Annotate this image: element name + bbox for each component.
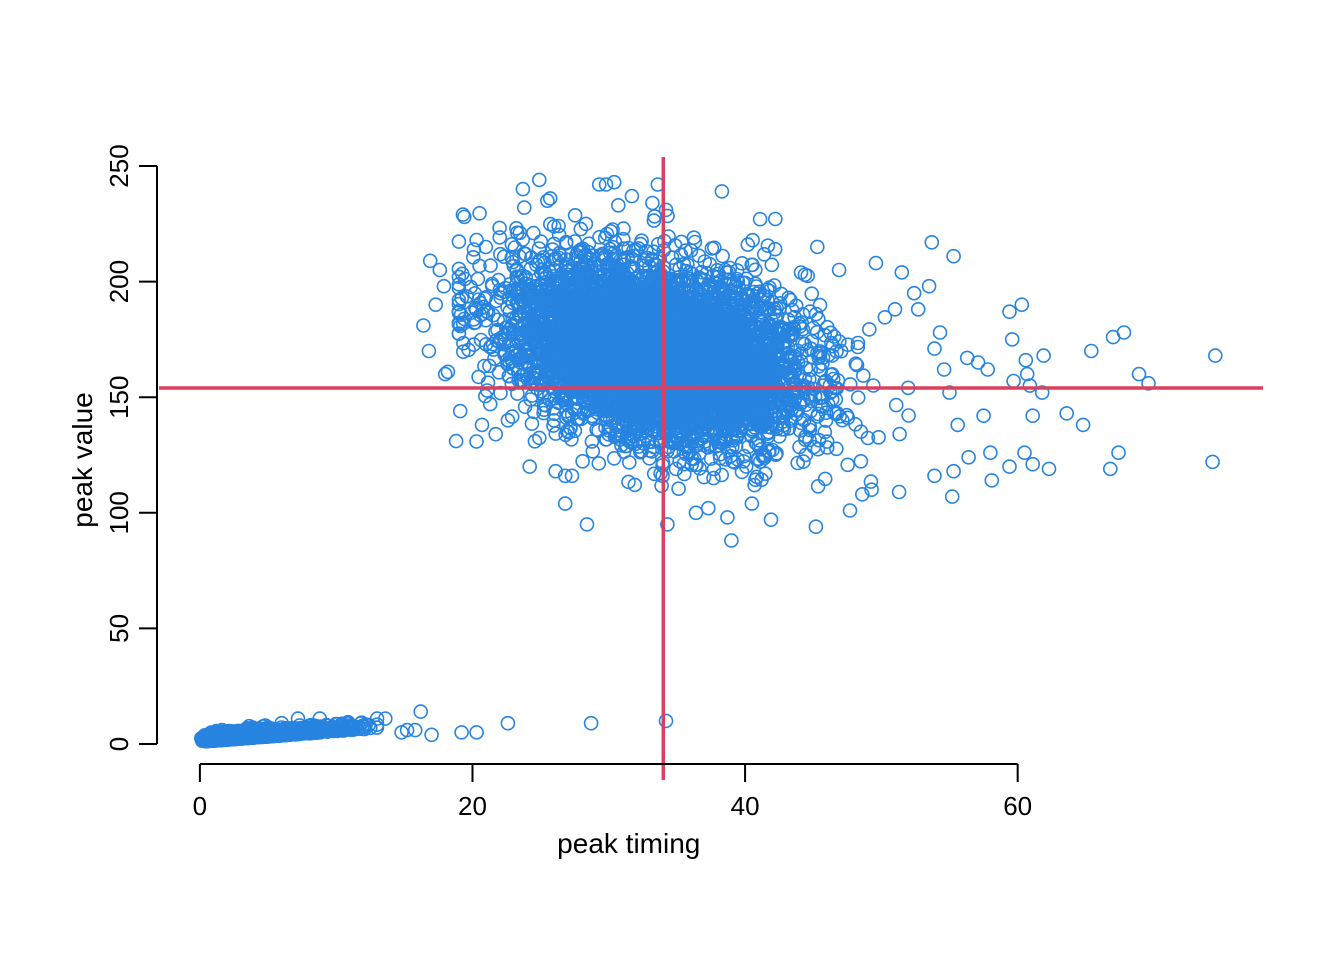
data-point: [531, 430, 547, 446]
data-point: [621, 474, 636, 490]
data-point: [877, 309, 893, 325]
data-point: [892, 426, 907, 442]
data-point: [668, 461, 684, 477]
data-point: [492, 220, 507, 236]
data-point: [573, 221, 589, 237]
data-point: [863, 474, 879, 489]
data-point: [751, 432, 767, 448]
data-point: [865, 378, 881, 393]
data-point: [767, 211, 783, 227]
data-point: [850, 390, 866, 405]
data-point: [470, 271, 486, 287]
data-point: [853, 453, 869, 469]
data-point: [810, 478, 826, 494]
data-point: [861, 322, 877, 337]
data-point: [606, 450, 622, 466]
data-point: [524, 416, 540, 432]
data-point: [671, 481, 686, 497]
data-point: [633, 444, 648, 460]
data-point: [591, 456, 607, 471]
data-point: [819, 434, 835, 449]
data-point: [817, 471, 833, 487]
data-point: [764, 257, 780, 273]
data-point: [715, 248, 730, 264]
data-point: [760, 238, 776, 253]
data-point: [585, 443, 601, 459]
data-point: [492, 246, 508, 262]
data-point: [472, 206, 487, 221]
data-point: [492, 230, 508, 245]
data-point: [526, 225, 541, 241]
data-point: [855, 368, 871, 383]
data-point: [888, 397, 904, 413]
points-layer: [194, 172, 1223, 749]
data-point: [533, 234, 549, 249]
data-point: [850, 335, 866, 351]
data-point: [829, 441, 844, 457]
data-point: [567, 208, 583, 223]
data-point: [527, 433, 543, 449]
data-point: [546, 418, 561, 433]
data-point: [676, 466, 692, 482]
data-point: [504, 409, 520, 424]
data-point: [840, 457, 856, 473]
data-point: [804, 286, 820, 302]
data-point: [451, 269, 467, 285]
data-point: [773, 286, 789, 302]
data-point: [783, 292, 798, 308]
